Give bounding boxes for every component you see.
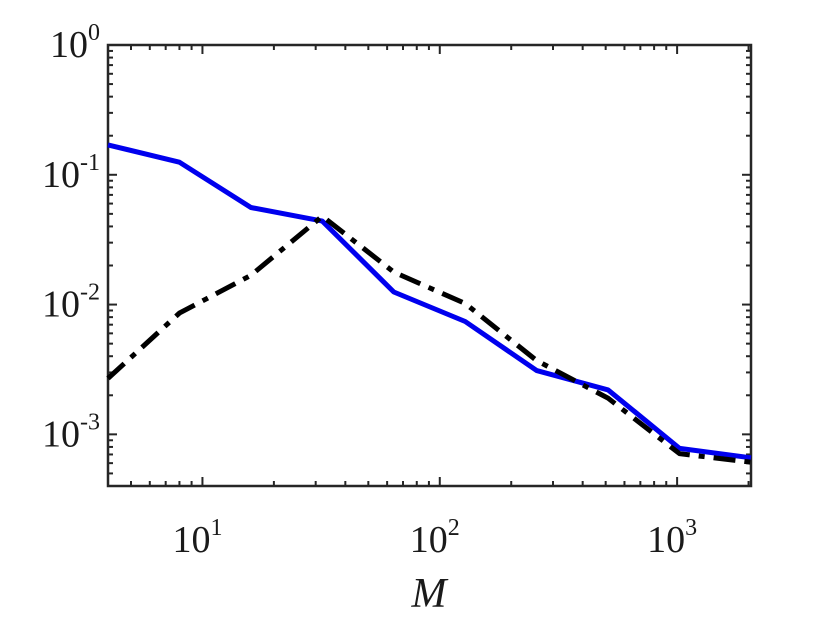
plot-area xyxy=(106,43,753,488)
y-tick-label: 100 xyxy=(50,20,100,66)
series-line-black-dashdot xyxy=(106,213,752,465)
axis-ticks xyxy=(107,44,751,487)
series-lines xyxy=(106,142,752,465)
tick-labels: 101 102 103 100 10-1 10-2 10-3 xyxy=(42,20,697,561)
x-axis-label: M xyxy=(411,571,449,617)
x-tick-label: 102 xyxy=(410,515,460,561)
x-tick-label: 103 xyxy=(647,515,697,561)
series-line-blue-solid xyxy=(107,142,752,461)
x-tick-label: 101 xyxy=(172,515,222,561)
y-tick-label: 10-2 xyxy=(42,280,100,326)
y-tick-label: 10-3 xyxy=(42,409,100,455)
y-tick-label: 10-1 xyxy=(42,150,100,196)
